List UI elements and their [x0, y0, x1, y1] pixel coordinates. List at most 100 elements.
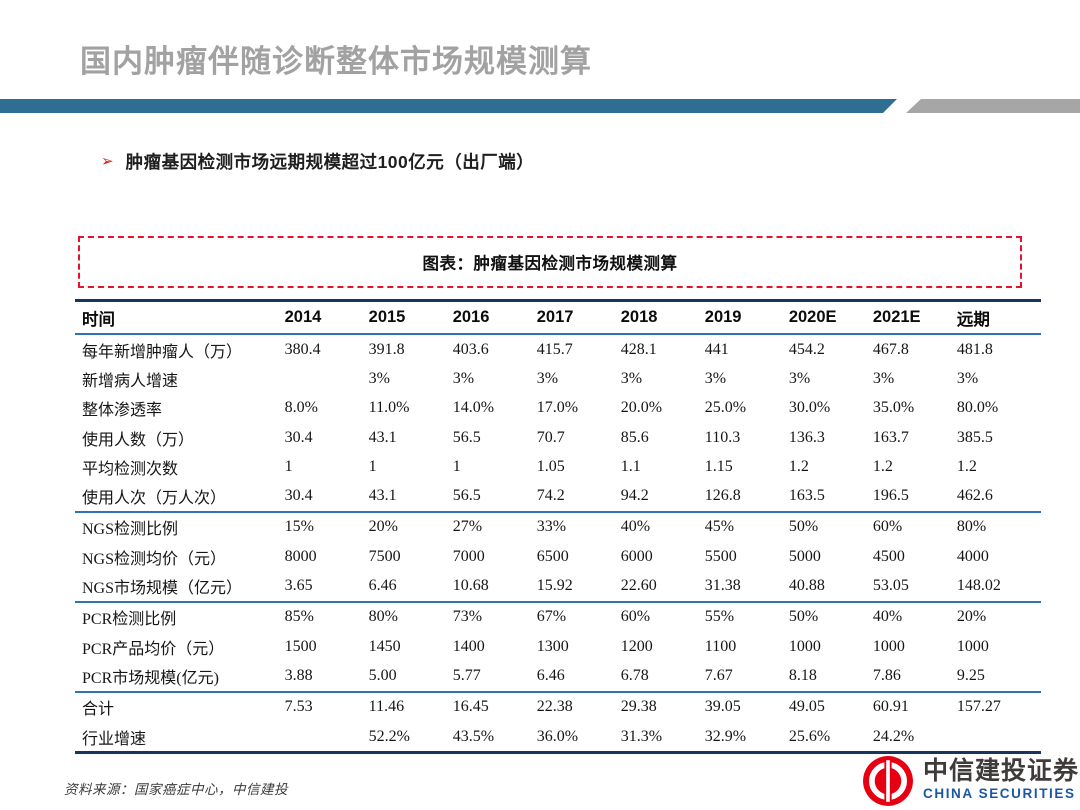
company-logo: 中信建投证券 CHINA SECURITIES: [862, 755, 1079, 807]
table-cell: 9.25: [956, 666, 985, 684]
table-cell: 14.0%: [452, 399, 495, 417]
table-cell: 136.3: [788, 428, 825, 446]
table-cell: 10.68: [452, 577, 489, 595]
table-cell: 45%: [704, 518, 735, 536]
table-container: 时间 2014 2015 2016 2017 2018 2019 2020E 2021E 远期 每年…: [75, 299, 1041, 755]
column-header: 2015: [368, 308, 406, 326]
table-cell: 40%: [872, 608, 903, 626]
table-row: 平均检测次数 1 1 1 1.05 1.1 1.15 1.2 1.2 1.2: [75, 452, 1041, 481]
table-row: 行业增速 52.2% 43.5% 36.0% 31.3% 32.9% 25.6% 24.2%: [75, 722, 1041, 753]
table-cell: 25.0%: [704, 399, 747, 417]
table-cell: 1: [452, 457, 461, 475]
table-cell: 8.18: [788, 666, 817, 684]
table-cell: 60%: [620, 608, 651, 626]
logo-text: 中信建投证券 CHINA SECURITIES: [923, 757, 1079, 802]
column-header: 时间: [82, 310, 115, 329]
table-cell: 53.05: [872, 577, 909, 595]
table-cell: 43.1: [368, 487, 397, 505]
table-cell: 3%: [536, 369, 559, 387]
column-header: 2021E: [872, 308, 921, 326]
table-cell: 4500: [872, 547, 905, 565]
table-cell: 17.0%: [536, 399, 579, 417]
table-cell: 29.38: [620, 698, 657, 716]
row-label: 使用人数（万）: [82, 431, 195, 449]
table-cell: 6500: [536, 547, 569, 565]
table-cell: 148.02: [956, 577, 1001, 595]
table-cell: 1.2: [872, 457, 893, 475]
figure-title-box: 图表：肿瘤基因检测市场规模测算: [78, 236, 1022, 288]
row-label: NGS检测比例: [82, 521, 179, 539]
table-cell: 462.6: [956, 487, 993, 505]
table-cell: 6.78: [620, 666, 649, 684]
table-cell: [285, 722, 369, 753]
market-table: 时间 2014 2015 2016 2017 2018 2019 2020E 2021E 远期 每年…: [75, 299, 1041, 755]
table-cell: 27%: [452, 518, 483, 536]
table-cell: 52.2%: [368, 727, 410, 745]
row-label: PCR产品均价（元）: [82, 640, 225, 658]
table-cell: 1.1: [620, 457, 641, 475]
table-row: 使用人次（万人次） 30.4 43.1 56.5 74.2 94.2 126.8 163.5 1…: [75, 481, 1041, 511]
table-cell: 1.05: [536, 457, 565, 475]
header-accent-bar-gray: [906, 99, 1080, 113]
table-cell: 6000: [620, 547, 653, 565]
table-cell: 60%: [872, 518, 903, 536]
table-cell: 22.60: [620, 577, 657, 595]
table-cell: 7000: [452, 547, 485, 565]
table-cell: 3%: [452, 369, 475, 387]
table-cell: 6.46: [368, 577, 397, 595]
bullet-text: 肿瘤基因检测市场远期规模超过100亿元（出厂端）: [125, 152, 535, 172]
table-cell: 15.92: [536, 577, 573, 595]
table-row: 整体渗透率 8.0% 11.0% 14.0% 17.0% 20.0% 25.0% 30.0% 3…: [75, 394, 1041, 423]
table-cell: 1300: [536, 637, 569, 655]
table-cell: 7.67: [704, 666, 733, 684]
table-row: NGS市场规模（亿元） 3.65 6.46 10.68 15.92 22.60 31.38 4…: [75, 571, 1041, 601]
table-cell: 1100: [704, 637, 737, 655]
table-cell: 415.7: [536, 340, 573, 358]
row-label: 使用人次（万人次）: [82, 490, 227, 508]
table-cell: 1: [284, 457, 293, 475]
table-cell: 20%: [368, 518, 398, 536]
table-cell: 3%: [704, 369, 727, 387]
table-cell: 7500: [368, 547, 401, 565]
table-cell: 7.86: [872, 666, 901, 684]
table-cell: 31.3%: [620, 727, 663, 745]
table-cell: 43.1: [368, 428, 397, 446]
table-row: 新增病人增速 3% 3% 3% 3% 3% 3% 3% 3%: [75, 364, 1041, 393]
table-cell: 49.05: [788, 698, 825, 716]
column-header: 2017: [536, 308, 574, 326]
column-header: 2018: [620, 308, 658, 326]
table-cell: 157.27: [956, 698, 1001, 716]
table-row: PCR产品均价（元） 1500 1450 1400 1300 1200 1100 1000 10…: [75, 632, 1041, 661]
table-cell: 1.2: [956, 457, 977, 475]
table-row: 每年新增肿瘤人（万） 380.4 391.8 403.6 415.7 428.1 441 45…: [75, 334, 1041, 364]
table-cell: 391.8: [368, 340, 405, 358]
table-cell: 80%: [956, 518, 987, 536]
table-cell: 36.0%: [536, 727, 579, 745]
row-label: 行业增速: [82, 730, 147, 748]
table-cell: 85%: [284, 608, 314, 626]
table-cell: 380.4: [284, 340, 321, 358]
table-cell: 40.88: [788, 577, 825, 595]
row-label: 合计: [82, 701, 115, 719]
table-cell: 7.53: [284, 698, 313, 716]
table-cell: 16.45: [452, 698, 489, 716]
bullet-arrow-icon: ➢: [101, 153, 114, 170]
table-cell: 31.38: [704, 577, 741, 595]
row-label: 整体渗透率: [82, 402, 163, 420]
table-cell: 441: [704, 340, 729, 358]
table-cell: 126.8: [704, 487, 741, 505]
column-header: 2019: [704, 308, 742, 326]
table-cell: 50%: [788, 518, 819, 536]
table-cell: 80%: [368, 608, 398, 626]
table-cell: 33%: [536, 518, 567, 536]
citic-emblem-icon: [863, 756, 913, 806]
table-cell: 163.5: [788, 487, 825, 505]
table-cell: 35.0%: [872, 399, 915, 417]
table-cell: 5000: [788, 547, 821, 565]
table-cell: 1.15: [704, 457, 733, 475]
table-cell: 196.5: [872, 487, 909, 505]
table-cell: 80.0%: [956, 399, 999, 417]
table-cell: 40%: [620, 518, 651, 536]
table-row: NGS检测比例 15% 20% 27% 33% 40% 45% 50% 60% 80%: [75, 512, 1041, 542]
